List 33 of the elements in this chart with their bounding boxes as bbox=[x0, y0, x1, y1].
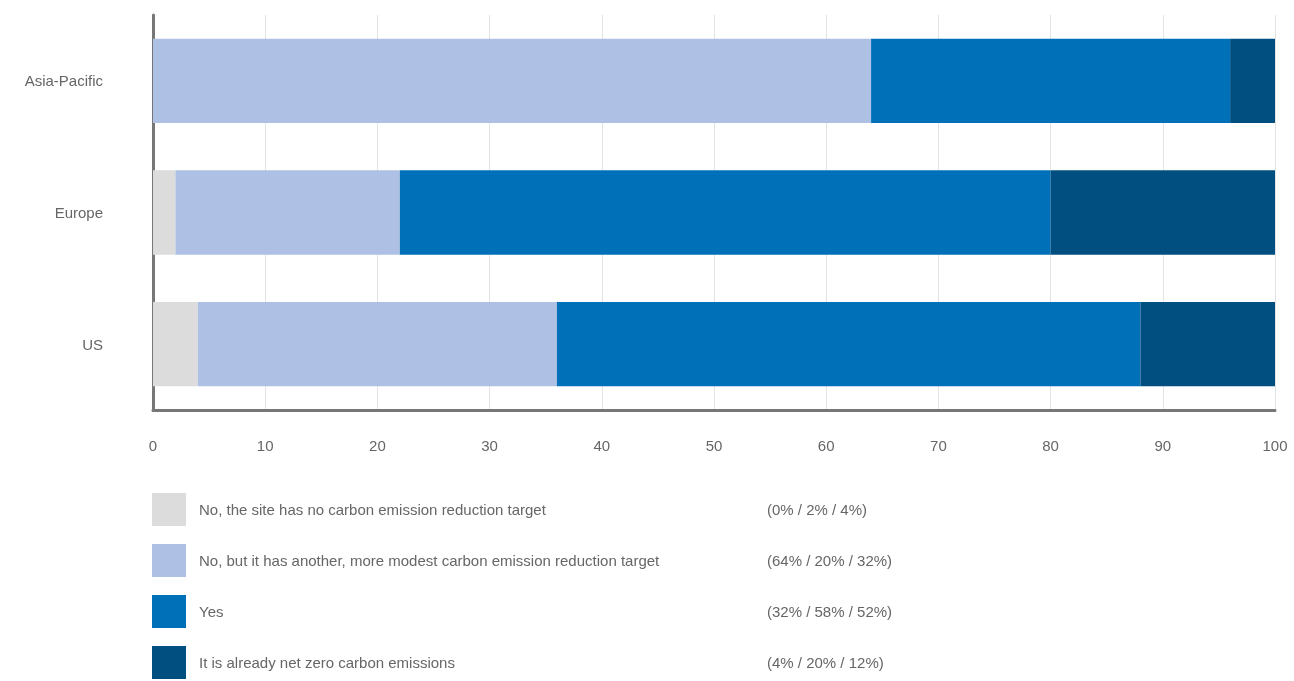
bar bbox=[153, 302, 198, 387]
legend-label: No, the site has no carbon emission reduction target bbox=[199, 501, 547, 518]
x-tick-label: 20 bbox=[369, 437, 386, 454]
bar bbox=[175, 170, 400, 255]
x-tick-label: 40 bbox=[593, 437, 611, 454]
x-tick-label: 10 bbox=[256, 437, 274, 454]
bar bbox=[153, 170, 176, 255]
bar bbox=[871, 38, 1231, 123]
x-tick-label: 0 bbox=[148, 437, 158, 454]
x-tick-label: 90 bbox=[1154, 437, 1172, 454]
bar bbox=[1140, 302, 1275, 387]
x-tick-label: 30 bbox=[481, 437, 498, 454]
text: (0% / 2% / 4%) bbox=[767, 501, 868, 518]
x-tick-label: 100 bbox=[1262, 437, 1288, 454]
x-tick-label: 80 bbox=[1042, 437, 1059, 454]
legend-label: It is already net zero carbon emissions bbox=[199, 654, 455, 671]
y-tick-label: US bbox=[82, 335, 103, 353]
x-tick-label: 70 bbox=[930, 437, 947, 454]
y-tick-label: Europe bbox=[54, 204, 103, 221]
text: (4% / 20% / 12%) bbox=[767, 654, 884, 671]
text: (64% / 20% / 32%) bbox=[767, 552, 893, 569]
x-tick-label: 50 bbox=[705, 437, 723, 454]
bar bbox=[197, 302, 557, 387]
bar bbox=[1230, 38, 1275, 123]
text: (32% / 58% / 52%) bbox=[767, 603, 893, 620]
bar bbox=[399, 170, 1051, 255]
y-tick-label: Asia-Pacific bbox=[24, 72, 104, 90]
legend-label: Yes bbox=[199, 603, 224, 620]
bar bbox=[556, 302, 1141, 387]
bar bbox=[1050, 170, 1275, 255]
bar bbox=[153, 38, 872, 123]
x-tick-label: 60 bbox=[817, 437, 835, 454]
legend-label: No, but it has another, more modest carbon emission reduction target bbox=[199, 552, 661, 569]
